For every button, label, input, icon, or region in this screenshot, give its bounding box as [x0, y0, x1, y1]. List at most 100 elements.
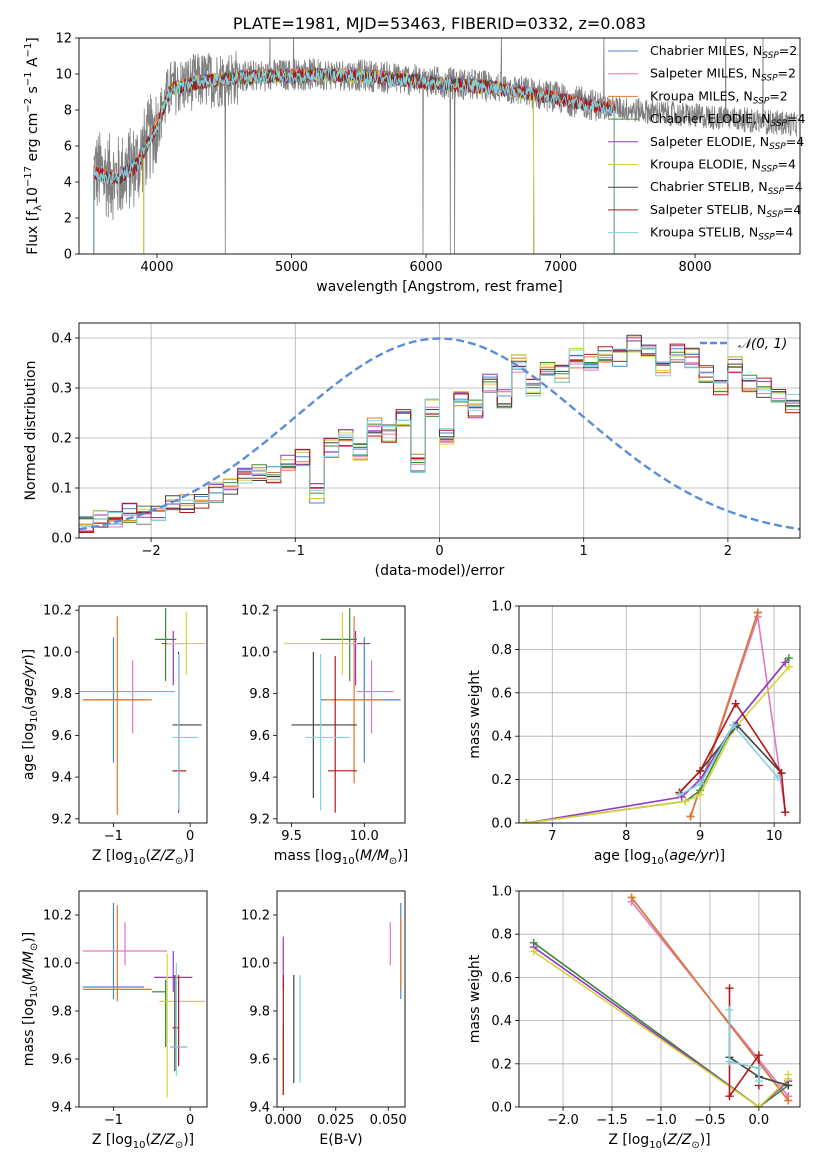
mass-weight-line — [526, 657, 790, 823]
x-tick-label: −1 — [286, 544, 305, 559]
label-part: ⊙ — [175, 1140, 183, 1151]
mass_weight_vs_Z-plot-area — [519, 891, 800, 1107]
label-part: 10 — [25, 187, 41, 205]
mass_weight_vs_Z-panel: −2.0 −1.5 −1.0 −0.5 0.0 0.0 0.2 0.4 0.6 0.8 1.0 Z [… — [467, 885, 801, 1151]
x-tick-label: 7 — [548, 829, 556, 844]
mass-weight-line — [533, 942, 789, 1107]
label-part: ( — [145, 1132, 150, 1148]
data-point — [754, 1103, 763, 1107]
x-tick-label: −1.5 — [596, 1113, 628, 1128]
x-axis-label: E(B-V) — [319, 1132, 362, 1148]
x-tick-label: 10 — [766, 829, 783, 844]
label-part: mass [log — [21, 998, 37, 1066]
chart-title: PLATE=1981, MJD=53463, FIBERID=0332, z=0… — [233, 14, 646, 33]
legend-label: Salpeter ELODIE, N — [650, 134, 769, 149]
error-bar — [357, 660, 394, 734]
error-bar — [82, 905, 152, 1002]
residual-histogram — [79, 343, 800, 533]
legend-entry: Salpeter MILES, NSSP=2 — [650, 66, 796, 84]
y-tick-label: 9.8 — [51, 687, 72, 702]
mass_weight_vs_age-plot-area — [519, 606, 800, 823]
label-part: Z/Z — [150, 848, 175, 864]
label-part: 10 — [29, 985, 40, 998]
label-part: age/yr — [21, 659, 37, 705]
mass_vs_ebv-plot-area — [282, 903, 402, 1095]
label-part: ( — [21, 705, 37, 710]
data-point — [773, 773, 782, 782]
label-part: s — [25, 86, 41, 98]
legend-subscript: SSP — [768, 187, 785, 197]
mass-weight-line — [679, 724, 779, 796]
data-point — [729, 721, 738, 730]
y-tick-label: 10.2 — [43, 604, 72, 619]
legend-label: Salpeter STELIB, N — [650, 202, 766, 217]
error-bar — [284, 612, 357, 675]
y-tick-label: 0.0 — [51, 532, 72, 547]
label-part: (data-model)/error — [375, 563, 505, 579]
label-part: age/yr — [669, 848, 715, 864]
legend-entry: Kroupa MILES, NSSP=2 — [650, 88, 788, 106]
axes-frame — [78, 37, 801, 255]
data-point — [725, 1092, 734, 1101]
label-part: M/M — [360, 848, 389, 864]
legend-subscript: SSP — [753, 96, 770, 106]
data-point — [696, 790, 705, 799]
x-tick-label: −1 — [104, 829, 123, 844]
legend-entry: Kroupa STELIB, NSSP=4 — [650, 225, 793, 243]
data-point — [522, 819, 531, 823]
legend-entry: Salpeter STELIB, NSSP=4 — [650, 202, 801, 220]
label-part: ( — [662, 1132, 667, 1148]
y-tick-label: 9.2 — [51, 812, 72, 827]
label-part: E(B-V) — [319, 1132, 362, 1148]
data-point — [696, 766, 705, 775]
label-part: Z [log — [92, 1132, 133, 1148]
error-bar — [327, 656, 357, 813]
legend-label: Chabrier MILES, N — [650, 43, 762, 58]
error-bar — [172, 975, 180, 1067]
x-tick-label: 8 — [622, 829, 630, 844]
y-tick-label: 0.2 — [51, 432, 72, 447]
x-tick-label: 0.0 — [749, 1113, 770, 1128]
axes-frame — [276, 605, 406, 824]
y-tick-label: 9.8 — [249, 1005, 270, 1020]
x-tick-label: 0 — [186, 829, 194, 844]
label-part: 10 — [649, 1140, 662, 1151]
label-part: 10 — [133, 856, 146, 867]
y-tick-label: 10.0 — [43, 645, 72, 660]
data-point — [725, 1005, 734, 1014]
data-point — [784, 1096, 793, 1105]
y-tick-label: 0.3 — [51, 382, 72, 397]
x-tick-label: 5000 — [275, 260, 308, 275]
residual-histogram — [79, 340, 800, 524]
x-tick-label: 8000 — [679, 260, 712, 275]
label-part: ( — [664, 848, 669, 864]
legend-entry: Chabrier MILES, NSSP=2 — [650, 43, 797, 61]
label-part: )] — [21, 649, 37, 660]
legend-subscript: SSP — [761, 74, 778, 84]
residuals-panel: −2 −1 0 1 2 0.0 0.1 0.2 0.3 0.4 (data-model)/error… — [23, 322, 801, 579]
label-part: 10 — [651, 856, 664, 867]
label-part: )] — [714, 848, 725, 864]
data-point — [725, 984, 734, 993]
y-tick-label: 10 — [55, 68, 72, 83]
data-point — [696, 779, 705, 788]
y-tick-label: 10.0 — [43, 957, 72, 972]
y-tick-label: 9.4 — [249, 1101, 270, 1116]
label-part: wavelength [Angstrom, rest frame] — [316, 279, 562, 295]
y-tick-label: 9.6 — [249, 729, 270, 744]
label-part: Flux [f — [25, 210, 41, 255]
x-tick-label: −2.0 — [547, 1113, 579, 1128]
legend-suffix: =4 — [784, 179, 802, 194]
data-point — [627, 893, 636, 902]
y-tick-label: 0.8 — [491, 928, 512, 943]
x-tick-label: 9.5 — [281, 829, 302, 844]
label-part: M/M — [21, 951, 37, 980]
y-axis-label: age [log10(age/yr)] — [21, 649, 40, 780]
legend-subscript: SSP — [758, 233, 775, 243]
error-bar — [306, 653, 350, 811]
x-tick-label: 0.050 — [370, 1113, 407, 1128]
legend-entry: 𝒩(0, 1) — [738, 336, 787, 352]
error-bar — [159, 953, 206, 1098]
x-axis-label: Z [log10(Z/Z⊙)] — [92, 1132, 194, 1151]
data-point — [777, 769, 786, 778]
